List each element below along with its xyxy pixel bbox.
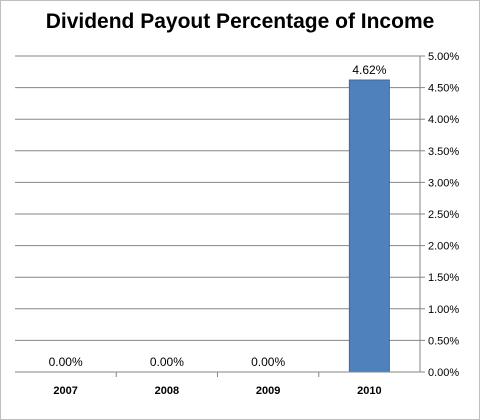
data-label: 0.00% <box>49 355 83 369</box>
x-category-label: 2008 <box>155 385 179 397</box>
labels: 0.00% 0.50% 1.00% 1.50% 2.00% 2.50% 3.00% 3.50%… <box>49 51 460 397</box>
x-category-label: 2007 <box>53 385 77 397</box>
y-tick-label: 1.50% <box>428 272 459 284</box>
y-tick-label: 4.00% <box>428 114 459 126</box>
y-tick-label: 0.50% <box>428 335 459 347</box>
y-tick-label: 4.50% <box>428 83 459 95</box>
data-label: 0.00% <box>251 355 285 369</box>
axes <box>15 55 425 377</box>
y-tick-label: 5.00% <box>428 51 459 63</box>
y-tick-label: 0.00% <box>428 367 459 379</box>
y-tick-label: 3.50% <box>428 146 459 158</box>
y-tick-label: 2.50% <box>428 209 459 221</box>
data-label: 0.00% <box>150 355 184 369</box>
chart-title: Dividend Payout Percentage of Income <box>45 10 435 33</box>
y-tick-label: 1.00% <box>428 304 459 316</box>
bars <box>348 79 390 373</box>
x-category-label: 2009 <box>256 385 280 397</box>
y-tick-label: 2.00% <box>428 241 459 253</box>
bar <box>348 79 390 373</box>
x-category-label: 2010 <box>357 385 381 397</box>
y-tick-label: 3.00% <box>428 177 459 189</box>
data-label: 4.62% <box>352 63 386 77</box>
